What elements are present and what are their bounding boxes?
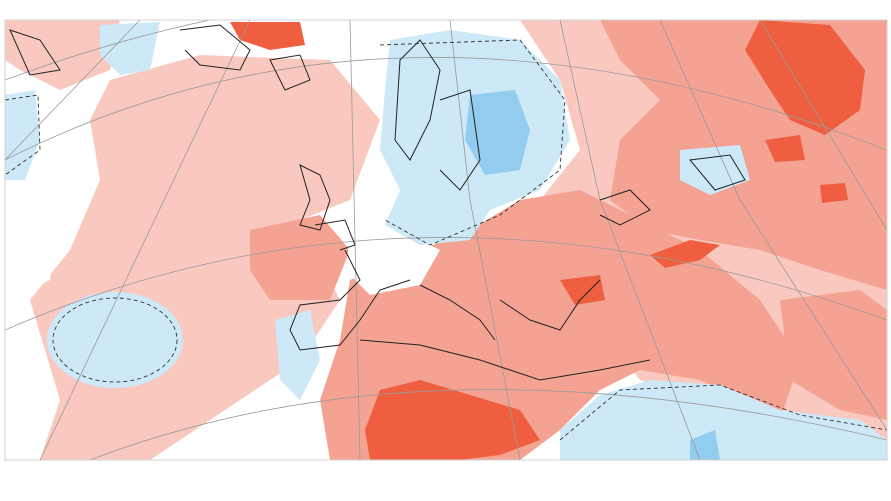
- graticule: [5, 20, 887, 460]
- hot-area: [820, 183, 848, 203]
- hot-area: [765, 135, 805, 162]
- hot-area: [365, 380, 540, 460]
- neutral-area: [5, 180, 60, 300]
- contours: [5, 39, 887, 441]
- hot-area: [745, 20, 865, 135]
- cold-area: [465, 90, 530, 175]
- cool-area: [275, 310, 320, 400]
- coastlines: [9, 24, 746, 381]
- hot-area: [230, 22, 305, 50]
- hot-area: [650, 240, 720, 268]
- map-layers: [5, 20, 887, 460]
- cool-area: [47, 292, 183, 388]
- map-frame: [4, 19, 888, 461]
- hot-area: [560, 275, 605, 305]
- neutral-area: [345, 230, 440, 295]
- cool-area: [5, 90, 40, 180]
- cool-area: [560, 380, 887, 460]
- warm-area: [250, 215, 350, 300]
